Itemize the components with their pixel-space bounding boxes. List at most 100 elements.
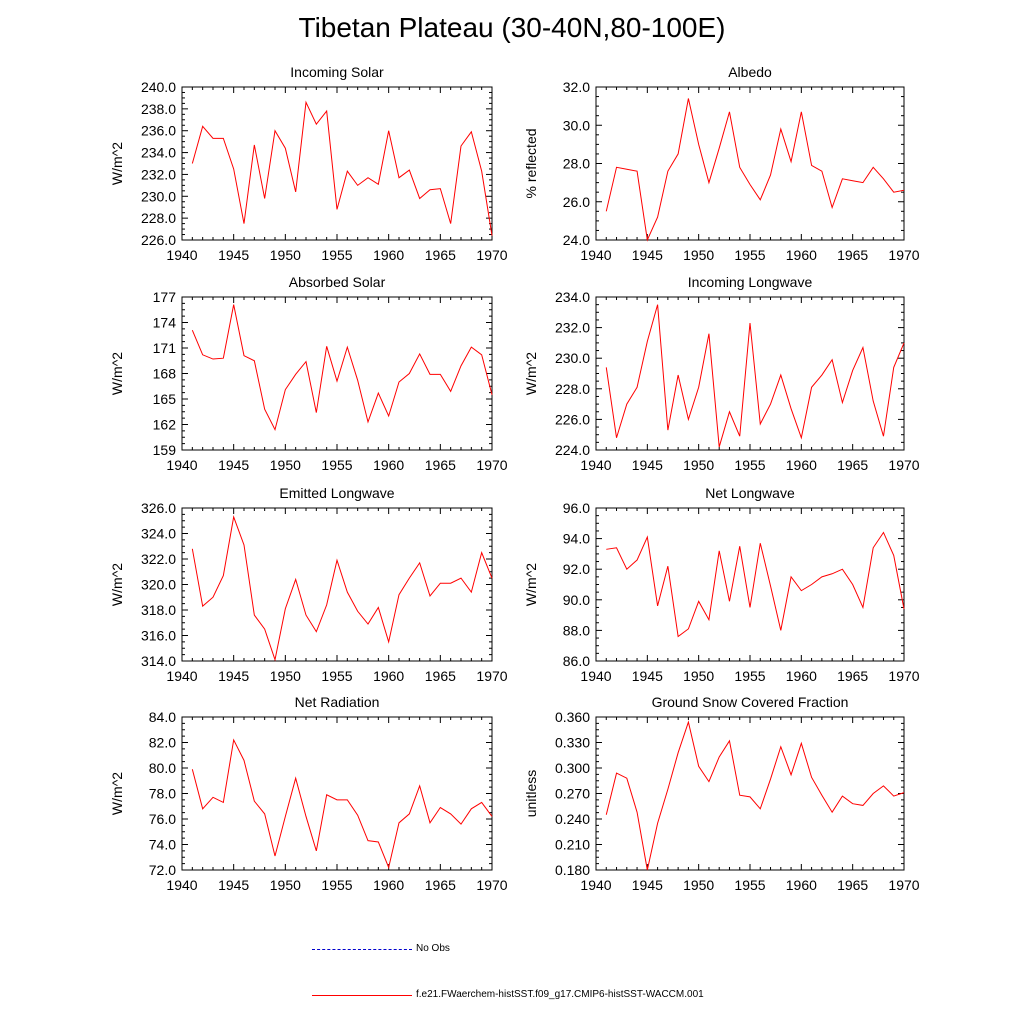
plot-frame xyxy=(595,86,905,241)
series-line xyxy=(191,304,493,432)
chart-panel-5: Emitted Longwave W/m^2 1940 1945 1950 1955 196… xyxy=(109,485,508,684)
y-tick-label: 230.0 xyxy=(555,350,590,366)
y-tick-label: 324.0 xyxy=(141,526,176,542)
y-tick-label: 165 xyxy=(153,391,177,407)
chart-title: Incoming Solar xyxy=(290,64,384,80)
y-tick-label: 96.0 xyxy=(563,500,590,516)
x-tick-label: 1965 xyxy=(837,247,868,263)
y-axis-label: unitless xyxy=(523,770,539,817)
x-tick-label: 1960 xyxy=(373,457,404,473)
y-tick-label: 240.0 xyxy=(141,79,176,95)
y-tick-label: 82.0 xyxy=(149,735,176,751)
y-tick-label: 318.0 xyxy=(141,602,176,618)
x-tick-label: 1965 xyxy=(837,877,868,893)
x-tick-label: 1945 xyxy=(218,877,249,893)
x-tick-label: 1960 xyxy=(786,247,817,263)
x-tick-label: 1940 xyxy=(166,457,197,473)
y-tick-label: 316.0 xyxy=(141,628,176,644)
plot-frame xyxy=(181,296,493,451)
y-tick-label: 0.240 xyxy=(555,811,590,827)
series-line xyxy=(606,531,905,638)
y-tick-label: 0.180 xyxy=(555,862,590,878)
series-line xyxy=(605,720,905,871)
y-tick-label: 228.0 xyxy=(555,381,590,397)
x-tick-label: 1960 xyxy=(373,877,404,893)
y-axis-label: W/m^2 xyxy=(109,352,125,395)
x-tick-label: 1970 xyxy=(888,457,919,473)
y-tick-label: 171 xyxy=(153,340,177,356)
x-tick-label: 1955 xyxy=(321,457,352,473)
plot-frame xyxy=(181,716,493,871)
x-tick-label: 1950 xyxy=(270,247,301,263)
x-tick-label: 1940 xyxy=(580,668,611,684)
x-tick-label: 1970 xyxy=(888,247,919,263)
y-tick-label: 76.0 xyxy=(149,811,176,827)
y-tick-label: 234.0 xyxy=(555,289,590,305)
chart-panel-1: Incoming Solar W/m^2 1940 1945 1950 1955 1960 1… xyxy=(109,64,508,263)
x-tick-label: 1970 xyxy=(888,877,919,893)
y-tick-label: 24.0 xyxy=(563,232,590,248)
y-tick-label: 234.0 xyxy=(141,145,176,161)
y-tick-label: 226.0 xyxy=(555,411,590,427)
x-tick-label: 1955 xyxy=(734,668,765,684)
y-tick-label: 72.0 xyxy=(149,862,176,878)
y-tick-label: 0.360 xyxy=(555,709,590,725)
y-tick-label: 322.0 xyxy=(141,551,176,567)
y-axis-label: W/m^2 xyxy=(523,352,539,395)
x-tick-label: 1955 xyxy=(734,457,765,473)
chart-title: Net Longwave xyxy=(705,485,795,501)
legend-model-line xyxy=(312,995,412,996)
y-tick-label: 80.0 xyxy=(149,760,176,776)
x-tick-label: 1970 xyxy=(476,877,507,893)
x-tick-label: 1940 xyxy=(166,877,197,893)
chart-panel-4: Incoming Longwave W/m^2 1940 1945 1950 1955 19… xyxy=(523,274,920,473)
y-tick-label: 26.0 xyxy=(563,194,590,210)
x-tick-label: 1945 xyxy=(632,457,663,473)
y-axis-label: % reflected xyxy=(523,128,539,198)
chart-title: Absorbed Solar xyxy=(289,274,386,290)
y-tick-label: 78.0 xyxy=(149,786,176,802)
x-tick-label: 1960 xyxy=(786,457,817,473)
x-tick-label: 1945 xyxy=(218,668,249,684)
x-tick-label: 1945 xyxy=(632,877,663,893)
y-tick-label: 30.0 xyxy=(563,117,590,133)
plot-frame xyxy=(595,296,905,451)
chart-panel-8: Ground Snow Covered Fraction unitless 1940… xyxy=(523,694,920,893)
y-tick-label: 0.300 xyxy=(555,760,590,776)
x-tick-label: 1940 xyxy=(580,877,611,893)
y-tick-label: 88.0 xyxy=(563,622,590,638)
x-tick-label: 1965 xyxy=(837,457,868,473)
y-tick-label: 236.0 xyxy=(141,123,176,139)
y-tick-label: 314.0 xyxy=(141,653,176,669)
y-tick-label: 320.0 xyxy=(141,577,176,593)
y-tick-label: 232.0 xyxy=(555,320,590,336)
x-tick-label: 1945 xyxy=(218,247,249,263)
y-tick-label: 86.0 xyxy=(563,653,590,669)
chart-title: Incoming Longwave xyxy=(688,274,813,290)
x-tick-label: 1970 xyxy=(476,457,507,473)
plot-frame xyxy=(595,507,905,662)
series-line xyxy=(191,515,493,662)
y-tick-label: 0.270 xyxy=(555,786,590,802)
x-tick-label: 1970 xyxy=(476,247,507,263)
legend-obs-line xyxy=(312,949,412,950)
y-tick-label: 0.330 xyxy=(555,735,590,751)
y-tick-label: 94.0 xyxy=(563,531,590,547)
x-tick-label: 1950 xyxy=(683,668,714,684)
x-tick-label: 1955 xyxy=(321,877,352,893)
x-tick-label: 1960 xyxy=(373,668,404,684)
chart-title: Albedo xyxy=(728,64,772,80)
x-tick-label: 1960 xyxy=(786,668,817,684)
chart-title: Emitted Longwave xyxy=(279,485,394,501)
x-tick-label: 1945 xyxy=(632,668,663,684)
x-tick-label: 1965 xyxy=(425,457,456,473)
x-tick-label: 1960 xyxy=(786,877,817,893)
chart-title: Ground Snow Covered Fraction xyxy=(652,694,849,710)
x-tick-label: 1965 xyxy=(425,877,456,893)
legend-obs-label: No Obs xyxy=(416,943,450,954)
x-tick-label: 1955 xyxy=(734,247,765,263)
chart-title: Net Radiation xyxy=(295,694,380,710)
x-tick-label: 1960 xyxy=(373,247,404,263)
plot-frame xyxy=(181,507,493,662)
legend-model-label: f.e21.FWaerchem-histSST.f09_g17.CMIP6-hi… xyxy=(416,989,704,1000)
